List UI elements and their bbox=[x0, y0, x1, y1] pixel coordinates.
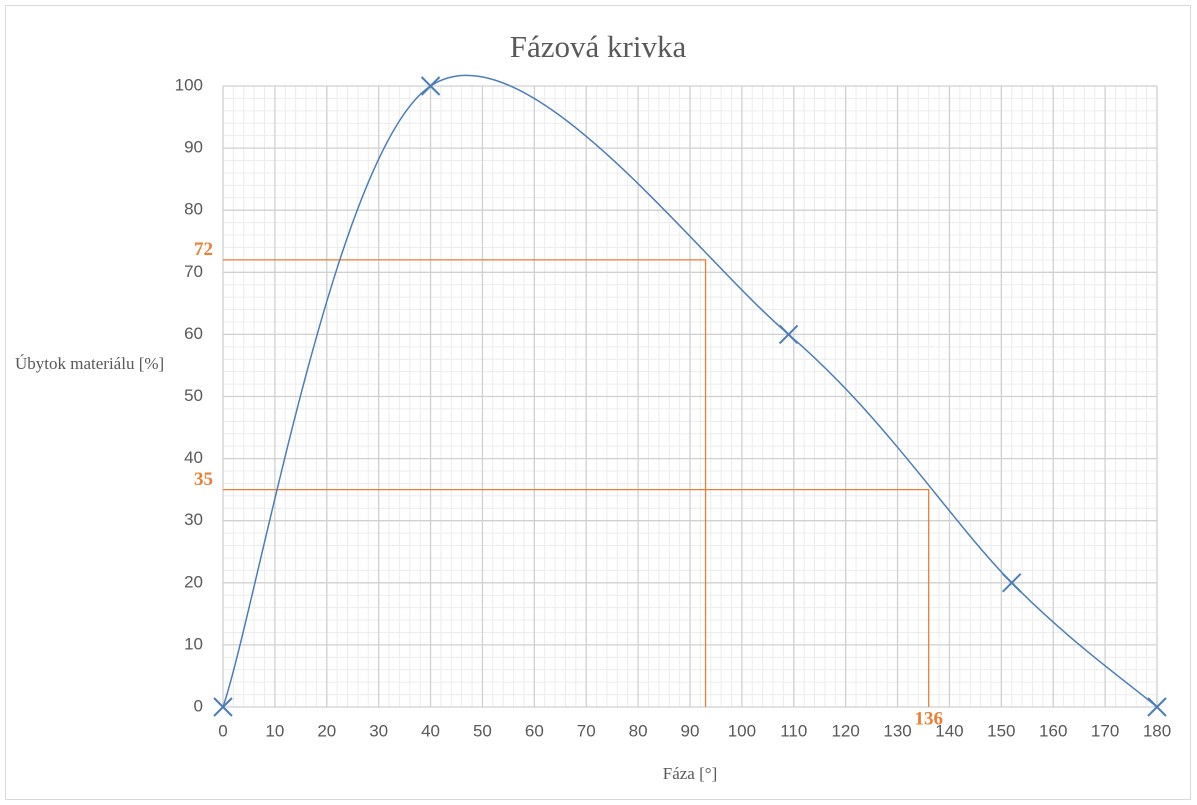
x-tick-label: 20 bbox=[317, 721, 336, 740]
y-tick-label: 70 bbox=[184, 262, 203, 281]
x-tick-label: 150 bbox=[987, 721, 1015, 740]
y-axis-label: Úbytok materiálu [%] bbox=[15, 354, 164, 373]
x-tick-label: 50 bbox=[473, 721, 492, 740]
x-tick-label: 90 bbox=[681, 721, 700, 740]
chart-border bbox=[5, 5, 1191, 800]
point-marker bbox=[213, 697, 233, 717]
x-tick-label: 80 bbox=[629, 721, 648, 740]
x-tick-label: 60 bbox=[525, 721, 544, 740]
guide-y-label: 72 bbox=[194, 239, 213, 260]
guide-line bbox=[223, 259, 707, 707]
chart-title: Fázová krivka bbox=[510, 29, 687, 64]
x-tick-label: 100 bbox=[728, 721, 756, 740]
x-tick-label: 160 bbox=[1039, 721, 1067, 740]
point-marker bbox=[1147, 697, 1167, 717]
x-tick-label: 30 bbox=[369, 721, 388, 740]
y-tick-label: 20 bbox=[184, 572, 203, 591]
y-tick-label: 60 bbox=[184, 324, 203, 343]
x-tick-label: 170 bbox=[1091, 721, 1119, 740]
point-marker bbox=[420, 76, 441, 96]
y-tick-label: 80 bbox=[184, 200, 203, 219]
point-marker bbox=[778, 324, 799, 345]
y-tick-label: 30 bbox=[184, 510, 203, 529]
x-tick-label: 120 bbox=[831, 721, 859, 740]
x-tick-label: 140 bbox=[935, 721, 963, 740]
y-tick-label: 90 bbox=[184, 138, 203, 157]
y-tick-label: 50 bbox=[184, 386, 203, 405]
guide-y-label: 35 bbox=[194, 469, 213, 490]
y-tick-label: 0 bbox=[194, 696, 203, 715]
guide-x-label: 136 bbox=[914, 708, 943, 729]
x-tick-label: 40 bbox=[421, 721, 440, 740]
y-tick-label: 100 bbox=[175, 75, 203, 94]
y-tick-label: 10 bbox=[184, 634, 203, 653]
x-tick-label: 110 bbox=[780, 721, 807, 740]
x-tick-label: 180 bbox=[1143, 721, 1171, 740]
x-tick-label: 0 bbox=[218, 721, 227, 740]
x-axis-label: Fáza [°] bbox=[663, 764, 717, 783]
point-marker bbox=[1002, 573, 1022, 593]
x-tick-label: 10 bbox=[265, 721, 284, 740]
guide-line bbox=[223, 489, 930, 707]
x-tick-label: 130 bbox=[883, 721, 911, 740]
y-tick-label: 40 bbox=[184, 448, 203, 467]
x-tick-label: 70 bbox=[577, 721, 596, 740]
